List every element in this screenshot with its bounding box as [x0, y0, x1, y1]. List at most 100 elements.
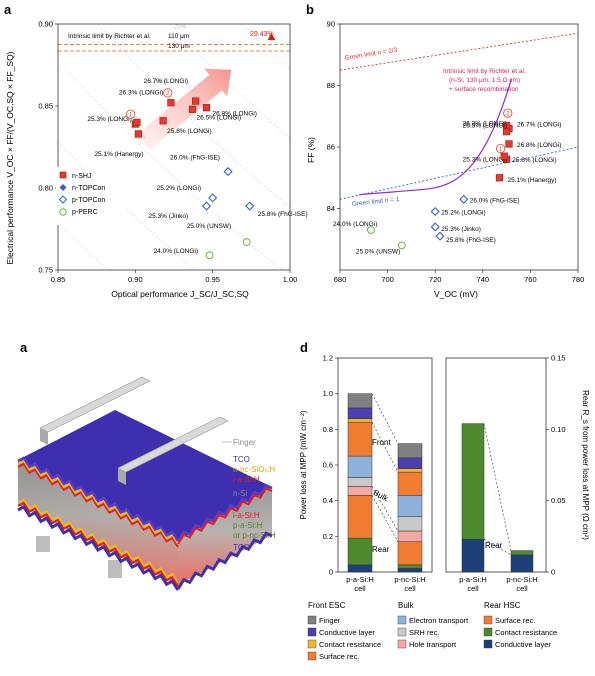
stacked-bar-segment — [397, 568, 423, 573]
panel-a-point-label: 26.0% (FhG-ISE) — [170, 155, 220, 162]
panel-b-point-label: 25.3% (LONGi) — [463, 156, 507, 163]
bar-connector — [371, 495, 399, 542]
stacked-bar-segment — [347, 421, 373, 457]
stacked-bar-segment — [510, 550, 534, 556]
stacked-bar-segment — [347, 393, 373, 409]
shj-point — [505, 140, 513, 148]
legend-swatch — [307, 639, 317, 649]
front-layer-zigzag-c — [17, 456, 180, 542]
y-tick-label: 84 — [327, 204, 335, 213]
panel-b-point-label: 25.8% (LONGi) — [512, 157, 556, 164]
record-marker — [267, 33, 276, 41]
circled-marker-label: 2 — [506, 111, 510, 117]
stacked-bar-segment — [397, 541, 423, 566]
iso-label: 24% — [154, 79, 167, 85]
panel-label-d-bottom: d — [300, 340, 308, 355]
legend-swatch — [397, 615, 407, 625]
topcon-point — [245, 201, 255, 211]
green-limit-1-line — [340, 146, 578, 200]
shj-point — [495, 174, 504, 182]
y-tick-label: 0.2 — [323, 532, 333, 541]
stacked-bar-segment — [397, 457, 423, 469]
legend-swatch — [307, 627, 317, 637]
topcon-point — [208, 193, 218, 203]
stacked-bar-segment — [347, 418, 373, 423]
panel-a-xlabel: Optical performance J_SC/J_SC,SQ — [111, 289, 249, 299]
panel-a-point-label: 26.3% (LONGi) — [119, 90, 163, 97]
perc-point — [242, 238, 251, 247]
legend-ptopcon-label: p-TOPCon — [72, 197, 105, 204]
y-tick-label: 88 — [327, 81, 335, 90]
iso-efficiency-lines: 22%23%24%25% — [58, 0, 290, 270]
bar-connector — [371, 422, 399, 473]
y-tick-label: 0.85 — [38, 102, 53, 111]
panel-a-point-label: 26.8% (LONGi) — [212, 111, 256, 118]
topcon-point — [435, 231, 445, 241]
panel-b-limit-lines — [340, 32, 578, 200]
y-tick-label: 0.80 — [38, 184, 53, 193]
y-tick-label: 0 — [329, 568, 333, 577]
topcon-point — [201, 201, 212, 211]
legend-item-label: Electron transport — [409, 616, 469, 625]
category-label: cell — [354, 584, 366, 593]
front-layer-zigzag-right-b — [177, 487, 273, 545]
stacked-bar-segment — [397, 471, 423, 496]
category-label: cell — [516, 584, 528, 593]
record-label: 29.43% — [250, 31, 274, 38]
legend-shj-label: n-SHJ — [72, 173, 91, 180]
stacked-bar-segment — [461, 423, 485, 540]
legend-perc-marker — [59, 208, 67, 216]
front-layer-zigzag-a — [17, 462, 179, 548]
stacked-bar-segment — [397, 530, 423, 542]
circled-marker-label: 1 — [499, 147, 503, 153]
panel-a-frame — [57, 23, 291, 271]
y-tick-label: 0.8 — [323, 425, 333, 434]
intrinsic-limit-curve — [358, 79, 512, 196]
x-tick-label: 700 — [381, 275, 394, 284]
top-surface — [18, 410, 272, 540]
front-layer-zigzag-right — [176, 483, 273, 542]
x-tick-label: 0.95 — [205, 275, 220, 284]
rear-layer-zigzag-c — [17, 504, 180, 591]
rear-contact-left — [36, 536, 50, 552]
trend-arrow — [136, 68, 232, 150]
y-tick-label: 1.0 — [323, 389, 333, 398]
panel-a-axes: 0.85 0.90 0.95 1.00 0.75 0.80 0.85 0.90 — [38, 20, 297, 285]
y-tick-label: 0.90 — [38, 20, 53, 29]
topcon-point — [430, 222, 440, 232]
iso-line — [58, 0, 290, 1]
panel-b-axes: 680 700 720 740 760 780 84 86 88 90 — [327, 20, 585, 285]
rear-layer-zigzag-b — [17, 501, 179, 587]
panel-a-point-label: 25.1% (Hanergy) — [94, 151, 143, 158]
richter-limits: Intrinsic limit by Richter et al. 110 μm… — [58, 33, 290, 52]
legend-item-label: Conductive layer — [319, 628, 375, 637]
panel-b-point-label: 25.8% (FhG-ISE) — [446, 237, 496, 244]
stacked-bar-segment — [347, 486, 373, 496]
intrinsic-limit-label: Intrinsic limit by Richter et al. — [443, 68, 526, 75]
panel-b-ylabel: FF (%) — [306, 137, 316, 163]
shj-point — [133, 118, 141, 126]
panel-b-chart: Green limit n = 2/3 Intrinsic limit by R… — [306, 20, 584, 300]
stacked-bar-segment — [347, 477, 373, 487]
y-tick-label: 0 — [551, 568, 555, 577]
legend-shj-marker — [59, 171, 67, 179]
legend-item-label: Contact resistance — [495, 628, 557, 637]
topcon-point — [459, 194, 469, 204]
x-tick-label: 0.85 — [51, 275, 66, 284]
finger-1 — [39, 376, 151, 433]
label-pnc: or p-nc-Si:H — [233, 531, 276, 540]
region-bulk-label: Bulk — [372, 488, 391, 504]
x-tick-label: 0.90 — [128, 275, 143, 284]
region-rear-right-label: Rear — [485, 541, 503, 550]
y-tick-label: 0.75 — [38, 266, 53, 275]
panel-a-legend: n-SHJ n-TOPCon p-TOPCon p-PERC — [56, 167, 126, 225]
category-label: p-nc-Si:H — [394, 575, 425, 584]
legend-item-label: Surface rec. — [495, 616, 535, 625]
legend-swatch — [307, 651, 317, 661]
green-limit-23-line — [340, 32, 578, 71]
label-finger: Finger — [233, 438, 256, 447]
stacked-bar-segment — [347, 495, 373, 539]
region-rear-label: Rear — [372, 545, 390, 554]
region-front-label: Front — [372, 438, 391, 447]
